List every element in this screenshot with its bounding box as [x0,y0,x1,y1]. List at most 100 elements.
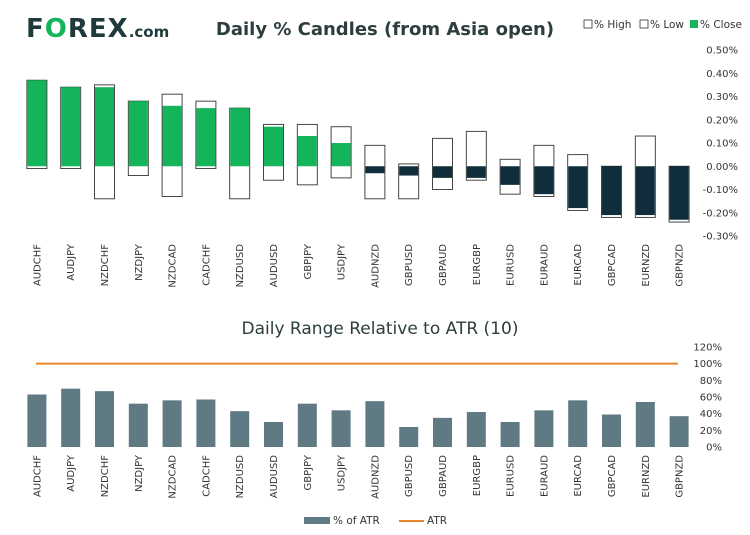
candle-category-label: NZDCAD [168,244,179,288]
candle-category-label: NZDJPY [134,243,145,281]
candle-category-label: EURNZD [641,244,652,287]
candle-body-cadchf [196,108,216,167]
candle-body-gbpcad [602,166,621,216]
atr-ytick-label: 0% [706,443,722,454]
atr-bar-gbpcad [602,414,621,447]
atr-ytick-label: 60% [700,393,722,404]
atr-category-label: CADCHF [201,455,212,497]
atr-category-label: AUDNZD [370,455,381,499]
candle-category-label: AUDJPY [66,243,77,281]
candle-ytick-label: 0.10% [706,139,738,150]
legend-low-swatch [639,19,649,29]
atr-category-label: EURNZD [641,455,652,498]
atr-bar-nzdusd [230,411,250,447]
candle-category-label: GBPNZD [675,244,686,287]
atr-bar-audusd [264,422,283,447]
candle-body-gbpusd [399,166,419,176]
candle-ytick-label: -0.10% [703,185,738,196]
candle-body-nzdusd [230,108,250,167]
legend-close-label: % Close [700,19,742,31]
atr-category-label: GBPAUD [438,455,449,497]
candle-ytick-label: -0.30% [703,232,738,243]
legend-low-label: % Low [650,19,684,31]
candle-ytick-label: 0.00% [706,162,738,173]
candle-ytick-label: 0.40% [706,69,738,80]
atr-category-label: GBPCAD [607,455,618,497]
candle-body-eurgbp [466,166,486,178]
candle-body-gbpjpy [297,136,317,167]
candle-body-gbpaud [433,166,452,178]
candle-ytick-label: 0.50% [706,46,738,57]
candle-category-label: GBPJPY [303,243,314,279]
legend-atr-label: ATR [427,515,447,527]
atr-bar-audjpy [61,388,81,447]
atr-category-label: NZDJPY [134,454,145,492]
atr-bar-nzdcad [162,400,182,447]
candle-ytick-label: 0.20% [706,115,738,126]
atr-category-label: AUDUSD [269,455,280,499]
candle-body-audjpy [61,87,81,167]
atr-bar-audchf [27,394,47,447]
atr-category-label: AUDCHF [32,455,43,497]
candle-category-label: NZDCHF [100,244,111,287]
candle-category-label: EURUSD [506,244,517,286]
atr-bar-eurgbp [466,412,486,447]
candle-body-usdjpy [331,143,351,167]
atr-bar-nzdjpy [128,403,148,447]
legend-atr-pct-label: % of ATR [333,515,380,527]
atr-legend: % of ATR ATR [304,515,447,527]
atr-category-label: GBPNZD [675,455,686,498]
atr-ytick-label: 120% [693,343,722,354]
candle-body-audusd [264,126,283,167]
candle-legend: % High % Low % Close [583,19,742,31]
atr-bar-gbpnzd [669,416,689,447]
atr-category-label: EURCAD [573,455,584,497]
legend-high-label: % High [594,19,631,31]
candle-category-label: USDJPY [337,243,348,280]
atr-bar-eurnzd [635,402,655,447]
atr-bar-gbpusd [399,427,419,447]
candle-body-eurcad [568,166,588,209]
candle-body-gbpnzd [669,166,689,220]
atr-category-label: GBPUSD [404,455,415,497]
candle-plot: 0.50% 0.40% 0.30% 0.20% 0.10% 0.00% -0.10% -0.2… [26,46,738,288]
atr-category-label: EURGBP [472,455,483,496]
atr-category-label: EURAUD [539,455,550,497]
atr-category-label: USDJPY [337,454,348,491]
candle-category-label: GBPAUD [438,244,449,286]
atr-bar-eurcad [568,400,588,447]
atr-bar-audnzd [365,401,385,447]
candle-category-label: GBPUSD [404,244,415,286]
forex-logo: FOREX.com [26,14,170,44]
candle-category-label: AUDUSD [269,244,280,288]
legend-atr-pct-swatch [304,517,330,524]
candle-body-nzdcad [162,105,182,167]
atr-ytick-label: 20% [700,426,722,437]
candle-body-nzdjpy [128,101,148,167]
candle-category-label: EURCAD [573,244,584,286]
atr-plot: 120% 100% 80% 60% 40% 20% 0% AUDCHF AUDJPY NZDCHF… [27,343,722,499]
atr-bar-euraud [534,410,554,447]
candle-body-eurnzd [635,166,655,216]
candle-category-label: NZDUSD [235,244,246,288]
candle-range-gbpaud [432,137,453,190]
candle-category-label: EURAUD [539,244,550,286]
atr-bar-nzdchf [95,391,114,447]
legend-close-swatch [690,20,698,28]
atr-bar-gbpaud [433,417,452,447]
candle-category-label: AUDNZD [370,244,381,288]
atr-category-label: EURUSD [506,455,517,497]
atr-chart-title: Daily Range Relative to ATR (10) [242,319,519,339]
atr-category-label: NZDUSD [235,455,246,499]
atr-ytick-label: 40% [700,409,722,420]
atr-ytick-label: 80% [700,376,722,387]
atr-category-label: NZDCAD [168,455,179,499]
candle-chart-title: Daily % Candles (from Asia open) [216,19,554,40]
candle-body-audchf [27,80,47,167]
atr-bar-eurusd [500,422,520,447]
candle-ytick-label: 0.30% [706,92,738,103]
legend-high-swatch [583,19,593,29]
candle-category-label: AUDCHF [32,244,43,286]
atr-bar-usdjpy [331,410,351,447]
